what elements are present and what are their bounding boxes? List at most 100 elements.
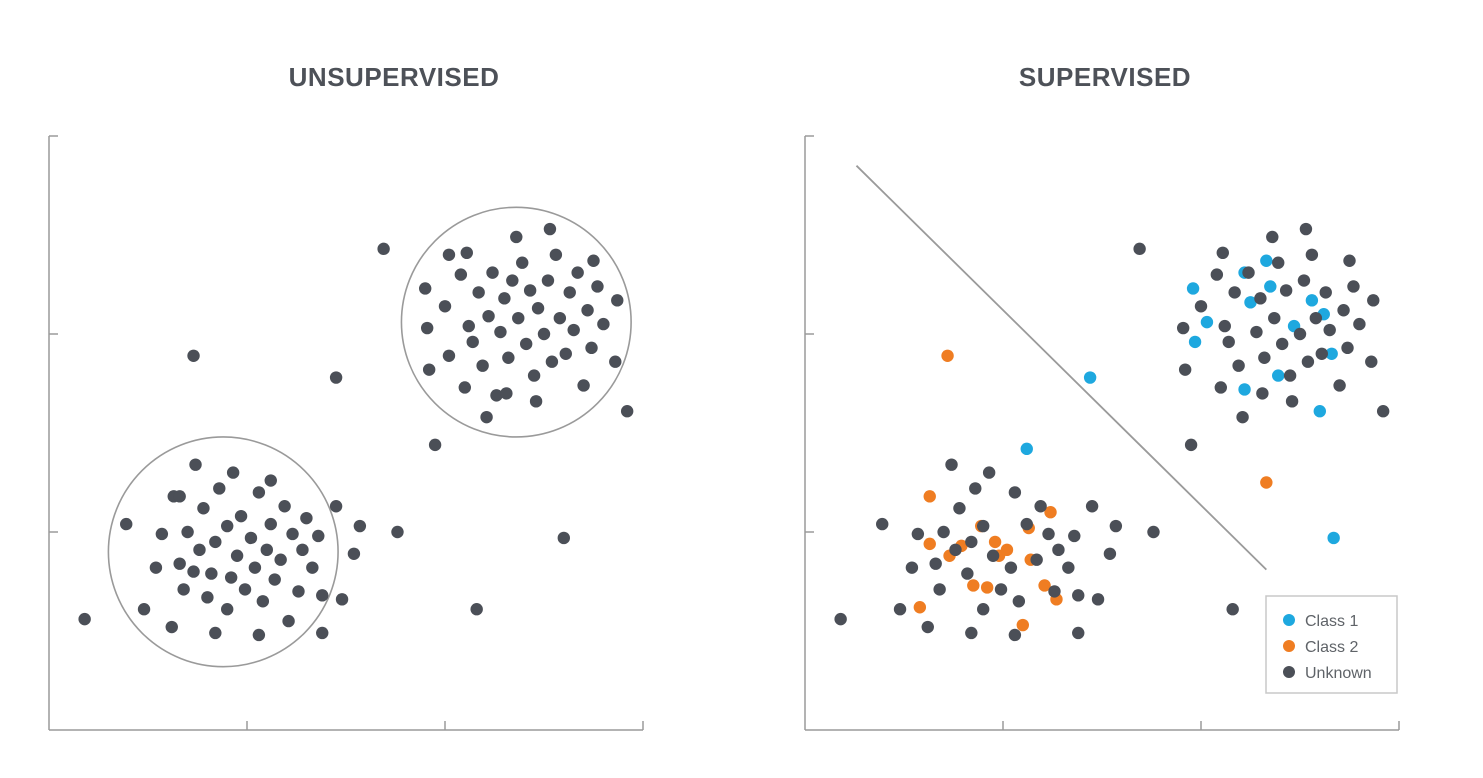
chart-1-point-unknown [611, 294, 624, 307]
chart-1-point-unknown [230, 549, 244, 562]
chart-1-point-unknown [353, 519, 367, 533]
chart-2-point-unknown [1218, 319, 1231, 333]
chart-1-point-unknown [268, 573, 281, 586]
chart-1-point-unknown [282, 614, 295, 628]
chart-2-point-unknown [1305, 248, 1319, 261]
chart-1-point-unknown [300, 511, 313, 525]
chart-2-point-class-1 [1238, 383, 1251, 396]
chart-1-point-unknown [466, 335, 479, 349]
chart-2-point-class-1 [1020, 442, 1033, 456]
chart-2-point-unknown [1232, 359, 1245, 372]
chart-1-point-unknown [173, 557, 186, 570]
chart-2-point-class-1 [1188, 335, 1202, 349]
chart-1-point-unknown [537, 327, 551, 341]
chart-1-point-unknown [597, 317, 610, 331]
chart-1-point-unknown [428, 438, 442, 452]
chart-2-point-unknown [1030, 553, 1043, 566]
chart-2-point-unknown [1091, 593, 1105, 606]
chart-1-point-unknown [377, 242, 390, 256]
chart-1-point-unknown [480, 410, 493, 424]
chart-2-point-unknown [1008, 486, 1022, 499]
chart-1-point-unknown [209, 535, 222, 549]
chart-1-point-unknown [165, 620, 178, 634]
chart-1-point-unknown [177, 583, 190, 596]
chart-2-point-unknown [1333, 379, 1346, 392]
chart-2-point-unknown [977, 519, 990, 533]
chart-1-point-unknown [557, 531, 570, 545]
chart-2-point-unknown [1341, 341, 1354, 355]
chart-2-point-unknown [1214, 381, 1228, 394]
chart-2-point-class-1 [1260, 254, 1273, 267]
chart-1-point-unknown [512, 311, 525, 325]
chart-2-point-unknown [965, 535, 978, 549]
chart-1-point-unknown [173, 490, 186, 503]
chart-1-point-unknown [264, 474, 277, 487]
chart-2-point-unknown [1216, 246, 1229, 260]
chart-1-point-unknown [224, 571, 238, 584]
chart-1-point-unknown [316, 589, 329, 602]
chart-2-legend-label: Class 1 [1305, 613, 1358, 630]
chart-2-point-unknown [1279, 284, 1293, 297]
chart-1-point-unknown [347, 547, 361, 560]
chart-2-legend-label: Class 2 [1305, 639, 1358, 656]
chart-1-cluster-circle [400, 206, 632, 438]
chart-2-point-unknown [1052, 543, 1065, 557]
chart-1-point-unknown [187, 349, 200, 362]
chart-1-point-unknown [205, 567, 218, 580]
chart-2-point-class-1 [1327, 531, 1340, 545]
chart-2-point-unknown [1062, 561, 1075, 574]
chart-2-point-class-2 [1044, 506, 1057, 519]
chart-1-point-unknown [490, 389, 503, 402]
chart-2-legend-marker [1283, 640, 1295, 652]
chart-1-point-unknown [221, 603, 234, 616]
chart-1-point-unknown [454, 268, 468, 281]
chart-2-point-unknown [1008, 628, 1022, 642]
chart-2-point-unknown [977, 603, 990, 616]
chart-2-point-unknown [994, 583, 1008, 596]
chart-2-point-unknown [911, 527, 925, 541]
chart-2-point-class-2 [923, 537, 936, 551]
chart-1-point-unknown [187, 565, 200, 578]
chart-2-point-unknown [893, 603, 907, 616]
chart-1-point-unknown [462, 319, 475, 333]
chart-1-point-unknown [274, 553, 287, 566]
chart-2-point-unknown [1367, 294, 1380, 307]
chart-1-point-unknown [581, 304, 594, 317]
chart-1-point-unknown [472, 286, 485, 299]
chart-1-point-unknown [209, 626, 222, 640]
chart-1-point-unknown [549, 248, 563, 261]
chart-2-point-class-1 [1083, 371, 1097, 384]
chart-2-point-unknown [1315, 347, 1328, 360]
chart-2-point-unknown [1042, 527, 1055, 541]
chart-2-point-unknown [1176, 321, 1190, 335]
chart-2-point-unknown [961, 567, 974, 580]
chart-2-point-unknown [1285, 395, 1299, 408]
chart-2-point-unknown [1254, 292, 1267, 305]
chart-1-point-unknown [543, 222, 557, 236]
chart-1-point-unknown [506, 274, 519, 287]
chart-2-point-unknown [1085, 500, 1099, 513]
chart-1-point-unknown [541, 274, 555, 287]
chart-1-point-unknown [500, 387, 513, 400]
chart-1-point-unknown [296, 543, 309, 557]
chart-2-point-unknown [1297, 274, 1311, 287]
chart-1-point-unknown [306, 561, 319, 574]
chart-2-point-class-2 [980, 581, 994, 594]
chart-2-point-unknown [1236, 410, 1249, 424]
chart-1-point-unknown [260, 543, 273, 557]
chart-2-point-unknown [834, 612, 847, 626]
chart-2-point-class-1 [1305, 294, 1319, 307]
chart-2-point-class-2 [941, 349, 954, 362]
chart-1-point-unknown [252, 628, 266, 642]
chart-1-point-unknown [585, 341, 598, 355]
chart-2-point-unknown [1048, 585, 1061, 598]
chart-1-point-unknown [460, 246, 473, 260]
chart-2-point-unknown [1133, 242, 1146, 256]
chart-1-point-unknown [563, 286, 576, 299]
chart-1-point-unknown [419, 282, 432, 295]
chart-2-point-unknown [1365, 355, 1378, 368]
chart-2-point-unknown [1250, 325, 1263, 339]
chart-1-point-unknown [329, 371, 343, 384]
chart-1-point-unknown [567, 323, 580, 337]
